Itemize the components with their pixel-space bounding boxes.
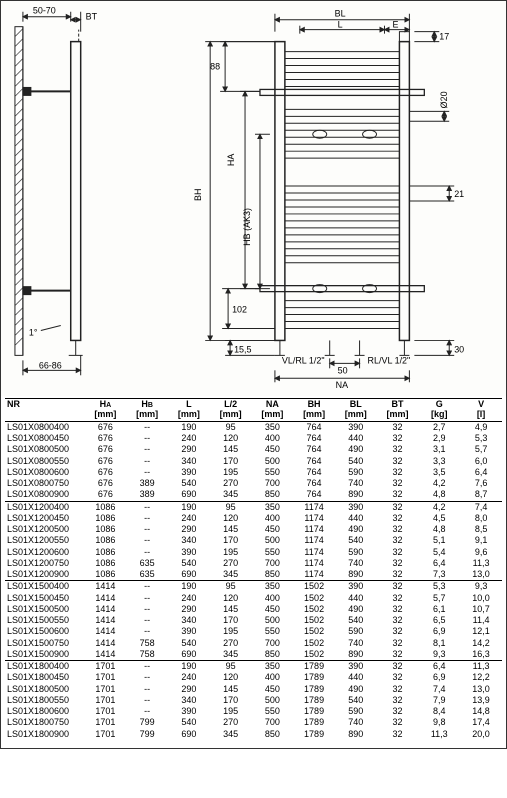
svg-text:HB (AK3): HB (AK3) [242,208,252,246]
svg-text:NA: NA [336,380,348,390]
table-row: LS01X0800900676389690345850764890324,88,… [5,489,502,501]
table-row: LS01X0800400676--19095350764390322,74,9 [5,421,502,433]
side-view: 50-70 BT 66-86 1° [15,6,98,376]
table-row: LS01X0800750676389540270700764740324,27,… [5,478,502,489]
svg-text:BH: BH [193,189,203,201]
svg-text:HA: HA [226,154,236,166]
table-row: LS01X18005001701--2901454501789490327,41… [5,684,502,695]
col-ha: HA[mm] [85,399,127,422]
svg-text:15,5: 15,5 [234,344,251,354]
svg-text:17: 17 [439,32,449,42]
page-container: 50-70 BT 66-86 1° [0,0,507,749]
table-row: LS01X12004001086--190953501174390324,27,… [5,501,502,513]
table-row: LS01X150090014147586903458501502890329,3… [5,649,502,661]
table-head: NR HA[mm]HB[mm]L[mm]L/2[mm]NA[mm]BH[mm]B… [5,399,502,422]
col-bl: BL[mm] [335,399,377,422]
table-row: LS01X150075014147585402707001502740328,1… [5,638,502,649]
table-row: LS01X15004001414--190953501502390325,39,… [5,581,502,593]
col-l2: L/2[mm] [210,399,252,422]
svg-text:1°: 1° [29,327,38,337]
table-row: LS01X18004501701--2401204001789440326,91… [5,672,502,683]
table-row: LS01X0800500676--290145450764490323,15,7 [5,444,502,455]
svg-text:Ø20: Ø20 [439,91,449,108]
svg-text:88: 88 [210,62,220,72]
col-hb: HB[mm] [126,399,168,422]
table-row: LS01X1800900170179969034585017898903211,… [5,729,502,740]
col-bh: BH[mm] [293,399,335,422]
svg-text:VL/RL 1/2": VL/RL 1/2" [282,355,325,365]
svg-text:66-86: 66-86 [39,360,62,370]
table-row: LS01X120090010866356903458501174890327,3… [5,569,502,581]
table-row: LS01X12005501086--3401705001174540325,19… [5,535,502,546]
table-row: LS01X15005001414--2901454501502490326,11… [5,604,502,615]
table-row: LS01X12005001086--2901454501174490324,88… [5,524,502,535]
diagram-svg: 50-70 BT 66-86 1° [1,1,506,396]
svg-text:50: 50 [338,365,348,375]
technical-diagram: 50-70 BT 66-86 1° [1,1,506,396]
table-row: LS01X18004001701--190953501789390326,411… [5,661,502,673]
table-row: LS01X15006001414--3901955501502590326,91… [5,626,502,637]
table-row: LS01X18006001701--3901955501789590328,41… [5,706,502,717]
svg-text:BL: BL [335,9,346,19]
table-row: LS01X0800450676--240120400764440322,95,3 [5,433,502,444]
table-row: LS01X0800600676--390195550764590323,56,4 [5,467,502,478]
front-view: BL L E 88 17 Ø20 [193,9,464,391]
table-row: LS01X120075010866355402707001174740326,4… [5,558,502,569]
svg-text:50-70: 50-70 [33,6,56,16]
svg-text:L: L [338,20,343,30]
svg-text:RL/VL 1/2": RL/VL 1/2" [368,355,411,365]
col-nr: NR [5,399,85,422]
table-row: LS01X15005501414--3401705001502540326,51… [5,615,502,626]
svg-text:E: E [392,20,398,30]
svg-text:30: 30 [454,344,464,354]
col-na: NA[mm] [251,399,293,422]
table-body: LS01X0800400676--19095350764390322,74,9L… [5,421,502,740]
spec-table-area: NR HA[mm]HB[mm]L[mm]L/2[mm]NA[mm]BH[mm]B… [1,396,506,748]
table-row: LS01X12004501086--2401204001174440324,58… [5,513,502,524]
svg-text:102: 102 [232,305,247,315]
svg-text:BT: BT [86,12,98,22]
table-row: LS01X15004501414--2401204001502440325,71… [5,593,502,604]
col-bt: BT[mm] [377,399,419,422]
spec-table: NR HA[mm]HB[mm]L[mm]L/2[mm]NA[mm]BH[mm]B… [5,398,502,740]
table-row: LS01X18005501701--3401705001789540327,91… [5,695,502,706]
col-g: G[kg] [418,399,460,422]
table-row: LS01X0800550676--340170500764540323,36,0 [5,456,502,467]
col-l: L[mm] [168,399,210,422]
col-v: V[l] [460,399,502,422]
table-row: LS01X12006001086--3901955501174590325,49… [5,547,502,558]
table-row: LS01X180075017017995402707001789740329,8… [5,717,502,728]
svg-text:21: 21 [454,189,464,199]
